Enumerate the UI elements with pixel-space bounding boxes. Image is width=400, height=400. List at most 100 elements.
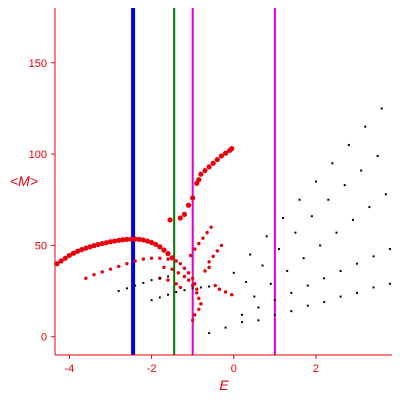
data-point xyxy=(240,313,243,316)
data-point xyxy=(224,326,227,329)
y-axis-title: <M> xyxy=(10,173,38,189)
data-point xyxy=(290,291,293,294)
data-point xyxy=(170,267,174,271)
data-point xyxy=(70,250,77,256)
data-point xyxy=(95,241,101,248)
data-point xyxy=(75,248,81,254)
data-point xyxy=(356,291,359,294)
data-point xyxy=(360,169,363,172)
y-tick-label: 50 xyxy=(35,240,47,252)
data-point xyxy=(257,306,260,309)
data-point xyxy=(388,248,391,251)
vertical-lines-layer xyxy=(131,8,276,355)
data-point xyxy=(261,264,264,267)
data-point xyxy=(140,237,146,243)
data-point xyxy=(323,301,326,304)
data-point xyxy=(306,304,309,307)
data-point xyxy=(186,271,191,275)
data-point xyxy=(203,269,207,273)
data-point xyxy=(157,244,163,250)
data-point xyxy=(290,310,293,313)
data-point xyxy=(207,265,211,270)
data-point xyxy=(175,290,178,293)
data-point xyxy=(161,247,167,253)
data-point xyxy=(339,295,342,298)
data-point xyxy=(351,218,354,221)
data-point xyxy=(384,193,387,196)
data-point xyxy=(182,274,187,279)
data-point xyxy=(368,206,371,209)
data-point xyxy=(141,257,146,261)
data-point xyxy=(230,293,234,297)
data-point xyxy=(134,284,137,287)
data-point xyxy=(302,257,305,260)
data-point xyxy=(100,270,104,274)
data-point xyxy=(158,296,161,299)
data-point xyxy=(190,195,196,201)
data-point xyxy=(314,180,317,183)
data-point xyxy=(240,321,243,324)
data-point xyxy=(215,249,220,253)
y-tick-label: 0 xyxy=(41,332,47,344)
data-point xyxy=(177,215,183,221)
data-point xyxy=(174,282,178,286)
data-point xyxy=(209,225,213,229)
data-point xyxy=(162,265,166,270)
data-point xyxy=(213,283,217,288)
data-point xyxy=(211,254,215,259)
data-point xyxy=(108,267,113,271)
data-point xyxy=(201,236,205,240)
data-point xyxy=(222,150,229,156)
axes-layer xyxy=(54,8,392,356)
data-point xyxy=(206,164,212,170)
data-point xyxy=(257,319,260,322)
data-point xyxy=(356,262,359,265)
data-point xyxy=(217,287,222,291)
data-point xyxy=(79,247,85,253)
data-point xyxy=(197,241,201,246)
data-point xyxy=(191,287,194,290)
data-point xyxy=(190,318,195,322)
ticks-layer: -4 -2 0 2 0 50 100 150 xyxy=(29,58,319,375)
data-point xyxy=(218,153,225,159)
data-point xyxy=(124,236,130,242)
data-point xyxy=(167,217,173,223)
points-layer xyxy=(54,107,391,335)
data-point xyxy=(178,261,183,266)
data-point xyxy=(343,184,346,187)
x-axis-title: E xyxy=(219,377,229,393)
data-point xyxy=(148,239,155,246)
data-point xyxy=(66,252,72,259)
data-point xyxy=(58,258,64,264)
data-point xyxy=(376,154,379,157)
data-point xyxy=(253,295,256,298)
data-point xyxy=(117,264,121,269)
data-point xyxy=(197,307,201,312)
data-point xyxy=(210,160,216,166)
data-point xyxy=(132,236,138,242)
x-tick-label: 2 xyxy=(313,363,319,375)
data-point xyxy=(190,283,195,288)
data-point xyxy=(183,289,186,292)
data-point xyxy=(169,255,175,261)
data-point xyxy=(158,256,162,260)
data-point xyxy=(149,256,154,260)
data-point xyxy=(327,198,330,201)
data-point xyxy=(364,125,367,128)
data-point xyxy=(167,275,170,278)
data-point xyxy=(107,239,114,245)
data-point xyxy=(249,253,252,256)
data-point xyxy=(133,259,137,263)
data-point xyxy=(208,285,211,288)
data-point xyxy=(199,302,203,306)
data-point xyxy=(120,237,126,243)
data-point xyxy=(176,271,180,275)
data-point xyxy=(62,255,68,261)
data-point xyxy=(298,198,301,201)
data-point xyxy=(150,299,153,302)
data-point xyxy=(128,236,134,242)
data-point xyxy=(166,257,170,261)
data-point xyxy=(319,244,322,247)
data-point xyxy=(286,269,289,272)
